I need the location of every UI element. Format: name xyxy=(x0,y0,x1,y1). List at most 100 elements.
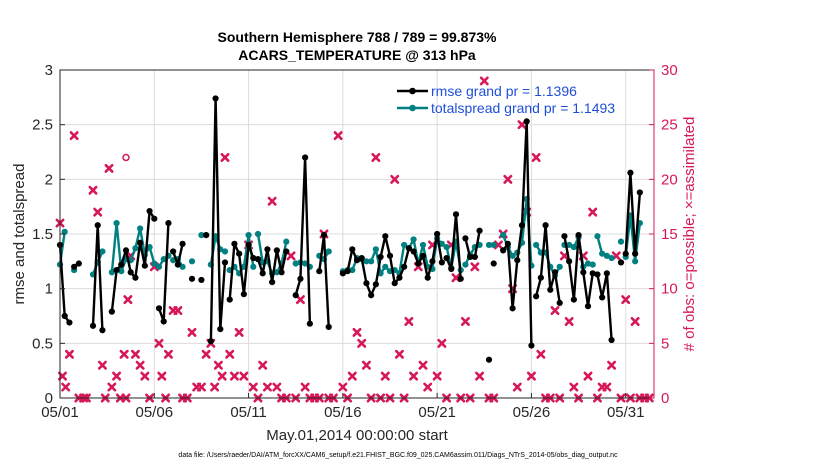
rmse-point xyxy=(500,247,507,254)
rmse-point xyxy=(89,322,97,329)
totalspread-point xyxy=(438,240,445,247)
totalspread-point xyxy=(188,258,196,265)
assimilated-obs-marker xyxy=(512,382,522,392)
y-tick-label-right: 0 xyxy=(661,390,669,407)
totalspread-point xyxy=(245,231,252,239)
rmse-point xyxy=(424,274,431,281)
rmse-point xyxy=(396,274,403,281)
rmse-point xyxy=(542,222,549,229)
rmse-point xyxy=(622,250,629,257)
assimilated-obs-marker xyxy=(607,360,617,370)
rmse-point xyxy=(221,259,229,266)
assimilated-obs-marker xyxy=(119,349,129,359)
assimilated-obs-marker xyxy=(140,371,150,381)
rmse-point xyxy=(353,257,361,264)
rmse-point xyxy=(594,271,601,278)
y-tick-label-right: 30 xyxy=(661,62,678,79)
assimilated-obs-marker xyxy=(526,371,536,381)
assimilated-obs-marker xyxy=(470,262,480,272)
rmse-point xyxy=(207,338,214,345)
assimilated-obs-marker xyxy=(262,382,272,392)
rmse-point xyxy=(113,266,120,274)
rmse-point xyxy=(551,269,559,276)
y-tick-label-left: 3 xyxy=(45,62,53,79)
totalspread-point xyxy=(603,252,610,259)
assimilated-obs-marker xyxy=(423,382,433,392)
rmse-point xyxy=(236,250,243,257)
totalspread-point xyxy=(325,248,332,255)
assimilated-obs-marker xyxy=(201,349,211,359)
rmse-point xyxy=(66,319,73,326)
assimilated-obs-marker xyxy=(536,349,546,359)
rmse-point xyxy=(415,260,422,267)
rmse-point xyxy=(438,259,445,266)
rmse-point xyxy=(141,262,148,269)
rmse-point xyxy=(386,252,394,259)
legend-spread-marker xyxy=(409,104,416,112)
assimilated-obs-marker xyxy=(550,306,560,316)
rmse-point xyxy=(151,215,158,222)
assimilated-obs-marker xyxy=(432,371,442,381)
rmse-point xyxy=(561,233,568,240)
assimilated-obs-marker xyxy=(493,240,503,250)
rmse-line-segment xyxy=(294,156,312,324)
assimilated-obs-marker xyxy=(196,382,206,392)
assimilated-obs-marker xyxy=(97,360,107,370)
y-tick-label-right: 20 xyxy=(661,171,678,188)
totalspread-point xyxy=(570,244,577,251)
rmse-point xyxy=(514,257,521,264)
rmse-line-segment xyxy=(58,244,71,324)
rmse-point xyxy=(349,246,356,253)
totalspread-point xyxy=(599,250,606,257)
rmse-point xyxy=(122,247,130,254)
assimilated-obs-marker xyxy=(437,338,447,348)
rmse-point xyxy=(504,240,511,247)
totalspread-point xyxy=(61,228,68,235)
totalspread-point xyxy=(254,230,262,238)
series-lines xyxy=(56,95,643,363)
assimilated-obs-marker xyxy=(248,382,258,392)
rmse-point xyxy=(405,245,412,252)
totalspread-point xyxy=(283,238,290,245)
rmse-point xyxy=(589,270,596,277)
assimilated-obs-marker xyxy=(187,327,197,337)
rmse-line-segment xyxy=(445,213,462,279)
chart-title-line-1: Southern Hemisphere 788 / 789 = 99.873% xyxy=(218,29,498,45)
rmse-point xyxy=(636,189,643,196)
rmse-point xyxy=(537,274,544,281)
totalspread-line-segment xyxy=(624,214,642,263)
assimilated-obs-marker xyxy=(460,316,470,326)
y-tick-label-right: 25 xyxy=(661,117,678,134)
rmse-point xyxy=(283,248,290,255)
x-tick-label: 05/16 xyxy=(324,404,362,421)
rmse-point xyxy=(118,261,125,268)
rmse-point xyxy=(226,296,233,303)
rmse-point xyxy=(391,280,398,287)
totalspread-point xyxy=(533,241,540,249)
assimilated-obs-marker xyxy=(347,371,357,381)
rmse-point xyxy=(509,305,516,312)
rmse-point xyxy=(485,356,493,363)
totalspread-point xyxy=(382,263,389,270)
rmse-point xyxy=(410,248,417,255)
totalspread-point xyxy=(349,266,356,274)
totalspread-point xyxy=(368,258,375,265)
rmse-point xyxy=(302,154,309,161)
assimilated-obs-marker xyxy=(61,382,71,392)
assimilated-obs-marker xyxy=(239,371,249,381)
assimilated-obs-marker xyxy=(225,349,235,359)
rmse-point xyxy=(528,342,535,349)
assimilated-obs-marker xyxy=(229,371,239,381)
y-tick-label-left: 1 xyxy=(45,281,53,298)
rmse-point xyxy=(434,230,441,238)
totalspread-point xyxy=(566,241,573,249)
rmse-point xyxy=(476,227,483,234)
rmse-line-segment xyxy=(91,224,104,331)
assimilated-obs-marker xyxy=(234,327,244,337)
rmse-point xyxy=(608,336,615,344)
totalspread-point xyxy=(221,248,229,255)
totalspread-point xyxy=(292,260,299,267)
rmse-point xyxy=(297,275,304,282)
rmse-point xyxy=(575,231,582,239)
